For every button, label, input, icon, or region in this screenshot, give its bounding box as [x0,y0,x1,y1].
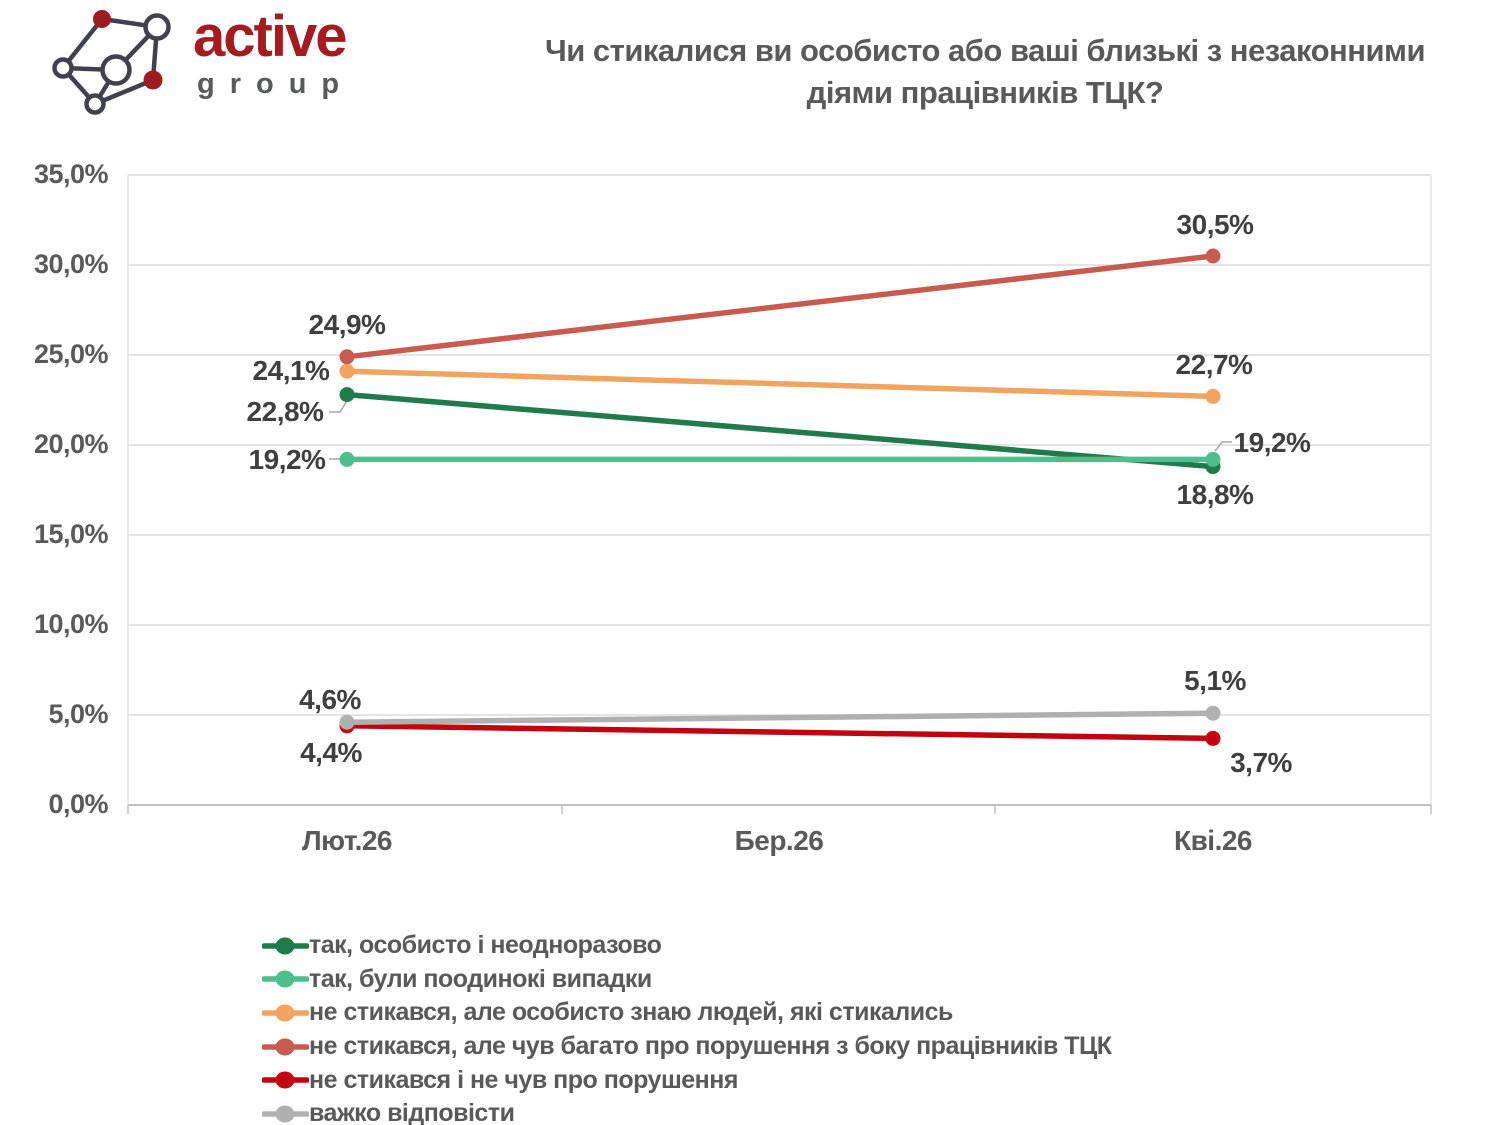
legend-line-marker-icon [262,1038,309,1056]
y-axis-tick-label: 25,0% [33,339,109,369]
legend: так, особисто і неодноразово так, були п… [262,929,1112,1125]
y-axis-tick-label: 5,0% [48,699,108,729]
x-axis-category-label: Бер.26 [734,825,824,856]
data-point-label: 30,5% [1176,209,1254,240]
legend-line-marker-icon [262,1071,309,1089]
y-axis-tick-label: 15,0% [33,519,109,549]
chart-title-line2: діями працівників ТЦК? [806,75,1164,110]
legend-item: так, були поодинокі випадки [262,963,1112,997]
data-point-label: 24,9% [308,309,386,340]
legend-label: важко відповісти [309,1099,515,1125]
chart-title-line1: Чи стикалися ви особисто або ваші близьк… [544,33,1426,68]
legend-label: не стикався, але чув багато про порушенн… [309,1032,1112,1061]
legend-item: так, особисто і неодноразово [262,929,1112,963]
brand-block: active group [193,8,453,101]
y-axis-tick-label: 35,0% [33,159,109,189]
y-axis-tick-label: 20,0% [33,429,109,459]
data-point-label: 18,8% [1176,479,1254,510]
legend-label: не стикався, але особисто знаю людей, як… [309,998,953,1027]
data-point-label: 5,1% [1184,665,1246,696]
legend-label: не стикався і не чув про порушення [309,1065,738,1094]
y-axis-tick-label: 0,0% [48,789,108,819]
data-point-label: 19,2% [248,444,326,475]
brand-name: active [193,4,347,69]
data-point-label: 24,1% [252,355,330,386]
data-point-label: 4,6% [299,684,361,715]
data-point-label: 4,4% [300,737,362,768]
brand-subtitle: group [197,68,355,100]
x-axis-category-label: Кві.26 [1173,825,1253,856]
y-axis-tick-label: 10,0% [33,609,109,639]
data-point-label: 22,8% [246,396,324,427]
legend-item: не стикався, але чув багато про порушенн… [262,1030,1112,1064]
x-axis-category-label: Лют.26 [301,825,393,856]
legend-label: так, особисто і неодноразово [309,931,662,960]
data-point-label: 22,7% [1175,349,1253,380]
legend-item: не стикався, але особисто знаю людей, як… [262,996,1112,1030]
data-point-label: 19,2% [1233,427,1311,458]
legend-item: не стикався і не чув про порушення [262,1063,1112,1097]
legend-label: так, були поодинокі випадки [309,964,652,993]
legend-line-marker-icon [262,970,309,988]
legend-line-marker-icon [262,1004,309,1022]
legend-line-marker-icon [262,1105,309,1123]
chart-title: Чи стикалися ви особисто або ваші близьк… [470,30,1500,114]
legend-line-marker-icon [262,937,309,955]
active-group-logo-icon [52,10,171,115]
data-point-label: 3,7% [1230,747,1292,778]
y-axis-tick-label: 30,0% [33,249,109,279]
legend-item: важко відповісти [262,1097,1112,1125]
